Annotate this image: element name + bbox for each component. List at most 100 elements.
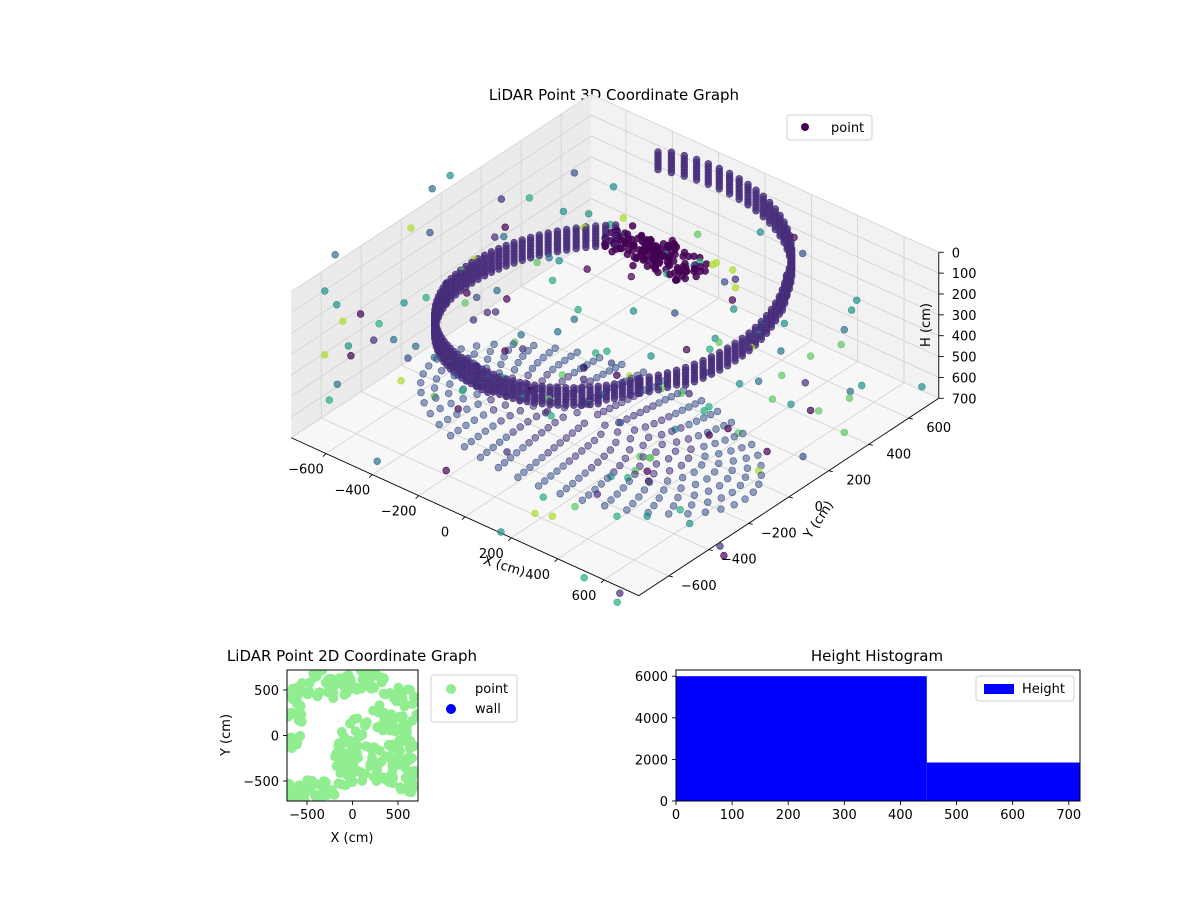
x-tick-label: 400: [888, 808, 913, 823]
lidar-point: [918, 383, 926, 391]
point-2d: [364, 670, 375, 678]
lidar-point: [581, 469, 589, 477]
lidar-point: [713, 407, 722, 416]
lidar-point: [674, 493, 682, 502]
lidar-point: [529, 402, 538, 410]
lidar-point: [509, 428, 517, 436]
lidar-point: [643, 512, 651, 520]
lidar-point: [655, 399, 663, 407]
chart-3d-title: LiDAR Point 3D Coordinate Graph: [489, 86, 739, 104]
point-2d: [331, 748, 342, 759]
lidar-point: [333, 380, 341, 388]
point-2d: [345, 748, 355, 758]
lidar-point: [584, 210, 593, 218]
z-tick-label: 500: [952, 351, 977, 366]
lidar-point: [572, 244, 580, 253]
lidar-point: [706, 345, 714, 353]
lidar-point: [714, 459, 723, 468]
lidar-point: [469, 316, 478, 324]
grid-y-floor: [321, 417, 669, 577]
z-tick-label: 400: [952, 330, 977, 345]
lidar-point: [516, 397, 524, 405]
lidar-point: [512, 449, 521, 457]
lidar-point: [530, 341, 538, 350]
lidar-point: [528, 364, 537, 373]
lidar-point: [575, 474, 583, 482]
x-tick-label: 700: [1056, 808, 1081, 823]
lidar-point: [321, 351, 329, 359]
lidar-point: [632, 254, 640, 263]
lidar-point: [731, 275, 740, 283]
chart-2d-x-label: X (cm): [331, 831, 374, 846]
lidar-point: [458, 387, 467, 395]
point-2d: [365, 759, 376, 770]
lidar-point: [623, 250, 632, 259]
lidar-point: [692, 272, 700, 281]
point-2d: [287, 738, 294, 749]
lidar-point: [433, 355, 441, 363]
lidar-point: [731, 284, 740, 292]
lidar-point: [419, 370, 427, 378]
point-2d: [299, 795, 310, 801]
lidar-point: [526, 254, 535, 262]
lidar-point: [564, 373, 572, 381]
x-tick-label: 200: [776, 808, 801, 823]
lidar-point: [799, 452, 807, 461]
lidar-point: [717, 494, 725, 502]
lidar-point: [735, 380, 744, 388]
lidar-point: [636, 462, 644, 470]
lidar-point: [514, 358, 522, 367]
lidar-point: [339, 317, 347, 325]
x-tick-label: 500: [386, 808, 411, 823]
lidar-point: [663, 477, 672, 485]
point-2d: [329, 789, 340, 800]
lidar-point: [728, 466, 736, 475]
lidar-point: [519, 444, 527, 452]
point-2d: [379, 714, 390, 725]
lidar-point: [472, 342, 481, 350]
grid-z-sidewall: [291, 135, 592, 334]
chart-histogram-title: Height Histogram: [811, 647, 943, 665]
x-tick-mark: [508, 537, 512, 542]
point-2d: [328, 688, 339, 699]
lidar-point: [593, 374, 601, 382]
lidar-point: [479, 411, 488, 419]
lidar-point: [664, 455, 673, 463]
lidar-point: [681, 274, 689, 283]
lidar-point: [502, 392, 510, 401]
lidar-point: [428, 185, 436, 193]
lidar-point: [595, 354, 604, 362]
lidar-point: [463, 289, 471, 297]
lidar-point: [801, 379, 809, 387]
point-2d: [376, 677, 387, 688]
lidar-point: [547, 472, 555, 480]
lidar-point: [684, 510, 692, 518]
x-tick-mark: [461, 516, 466, 521]
point-2d: [392, 712, 403, 723]
lidar-point: [715, 482, 724, 490]
lidar-point: [650, 470, 658, 478]
grid-y-floor: [361, 391, 709, 550]
lidar-point: [700, 407, 708, 415]
x-tick-label: −500: [289, 808, 325, 823]
lidar-point: [650, 501, 658, 510]
lidar-point: [453, 410, 461, 418]
lidar-point: [742, 454, 750, 462]
lidar-point: [486, 347, 494, 356]
lidar-point: [550, 444, 558, 452]
chart-2d-legend-marker-wall: [446, 704, 456, 714]
lidar-point: [565, 457, 573, 465]
lidar-point: [613, 428, 622, 436]
lidar-point: [616, 461, 624, 470]
lidar-point: [857, 381, 866, 390]
lidar-point: [591, 349, 600, 357]
lidar-point: [660, 486, 668, 494]
x-tick-label: 0: [441, 526, 449, 541]
lidar-point: [444, 415, 452, 424]
lidar-point: [847, 306, 856, 314]
lidar-point: [672, 381, 681, 389]
lidar-point: [625, 446, 634, 454]
lidar-point: [539, 493, 547, 501]
lidar-point: [331, 251, 339, 259]
